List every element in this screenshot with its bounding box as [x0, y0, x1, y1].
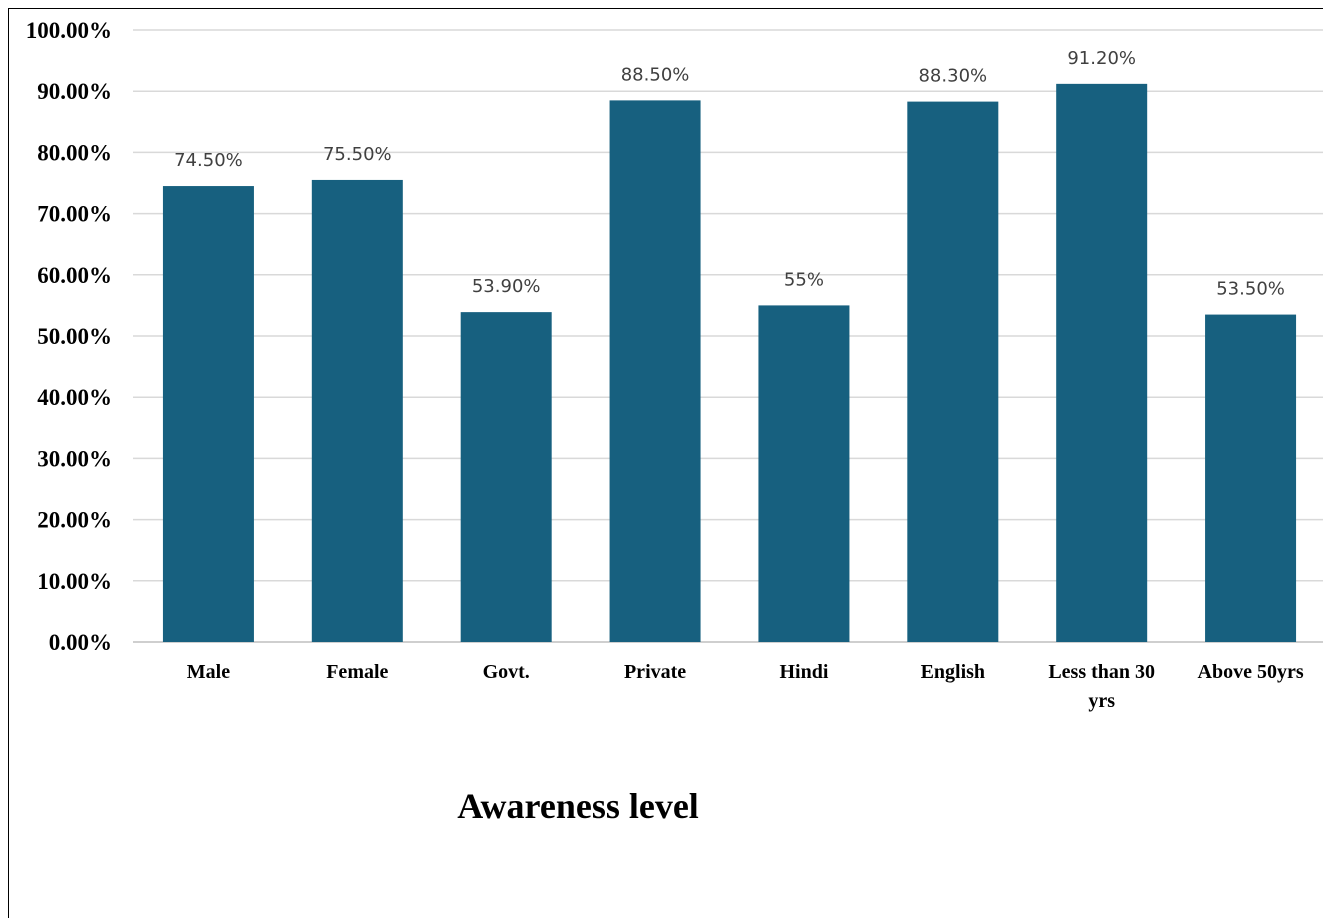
data-label: 53.90%: [472, 276, 541, 297]
data-label: 88.50%: [621, 64, 690, 85]
y-tick-label: 10.00%: [37, 569, 112, 594]
bar: [907, 101, 999, 642]
y-axis-ticks: 0.00% 10.00% 20.00% 30.00% 40.00% 50.00% 60.00…: [26, 18, 112, 655]
y-tick-label: 40.00%: [37, 385, 112, 410]
bar: [311, 179, 403, 642]
chart-frame: [8, 8, 1323, 918]
bar: [1205, 314, 1297, 642]
x-axis-categories: Male Female Govt. Private Hindi English Less t…: [187, 661, 1304, 712]
y-tick-label: 90.00%: [37, 79, 112, 104]
data-label: 91.20%: [1067, 48, 1136, 69]
x-category-label: Private: [624, 661, 686, 683]
data-label: 55%: [784, 269, 824, 290]
bar: [460, 312, 552, 642]
bar: [1056, 83, 1148, 642]
data-label: 88.30%: [918, 66, 987, 87]
y-tick-label: 30.00%: [37, 446, 112, 471]
data-label: 74.50%: [174, 150, 243, 171]
y-tick-label: 60.00%: [37, 263, 112, 288]
bar: [162, 186, 254, 642]
bars: [162, 83, 1297, 642]
data-labels: 74.50% 75.50% 53.90% 88.50% 55% 88.30% 91.20% 5…: [174, 48, 1285, 300]
bar: [758, 305, 850, 642]
x-category-label: Less than 30 yrs: [1048, 661, 1155, 712]
y-tick-label: 70.00%: [37, 202, 112, 227]
y-tick-label: 50.00%: [37, 324, 112, 349]
x-category-label: Govt.: [483, 661, 530, 683]
data-label: 75.50%: [323, 144, 392, 165]
y-tick-label: 0.00%: [49, 630, 112, 655]
data-label: 53.50%: [1216, 279, 1285, 300]
x-category-label: Male: [187, 661, 230, 683]
y-tick-label: 20.00%: [37, 508, 112, 533]
bar: [609, 100, 701, 642]
chart-title: Awareness level: [457, 786, 699, 826]
y-tick-label: 80.00%: [37, 140, 112, 165]
x-category-label: English: [921, 661, 985, 683]
y-tick-label: 100.00%: [26, 18, 112, 43]
x-category-label: Female: [326, 661, 388, 683]
x-category-label: Above 50yrs: [1198, 661, 1304, 683]
x-category-label: Hindi: [779, 661, 828, 683]
